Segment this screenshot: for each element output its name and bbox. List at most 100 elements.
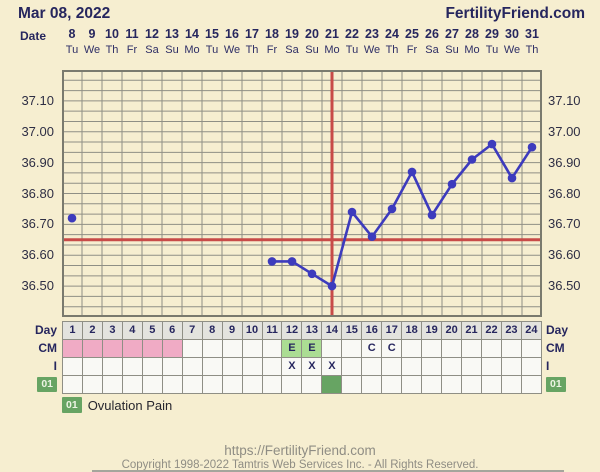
- symptom-cell-day-21[interactable]: [462, 376, 483, 393]
- day-cell-8[interactable]: 8: [202, 322, 223, 339]
- cm-cell-day-13[interactable]: E: [302, 340, 323, 357]
- temp-point-day-18[interactable]: [407, 167, 417, 177]
- intercourse-cell-day-2[interactable]: [82, 358, 103, 375]
- day-cell-4[interactable]: 4: [122, 322, 143, 339]
- cm-cell-day-22[interactable]: [482, 340, 502, 357]
- symptom-cell-day-18[interactable]: [402, 376, 423, 393]
- day-cell-23[interactable]: 23: [501, 322, 522, 339]
- day-cell-15[interactable]: 15: [342, 322, 363, 339]
- day-cell-18[interactable]: 18: [402, 322, 423, 339]
- intercourse-cell-day-16[interactable]: [362, 358, 383, 375]
- day-cell-14[interactable]: 14: [322, 322, 343, 339]
- symptom-cell-day-4[interactable]: [122, 376, 143, 393]
- intercourse-cell-day-4[interactable]: [122, 358, 143, 375]
- symptom-cell-day-6[interactable]: [162, 376, 183, 393]
- intercourse-cell-day-1[interactable]: [63, 358, 83, 375]
- day-cell-17[interactable]: 17: [382, 322, 403, 339]
- temp-point-day-14[interactable]: [327, 281, 337, 291]
- symptom-cell-day-1[interactable]: [63, 376, 83, 393]
- intercourse-cell-day-9[interactable]: [222, 358, 243, 375]
- symptom-cell-day-9[interactable]: [222, 376, 243, 393]
- cm-cell-day-24[interactable]: [521, 340, 542, 357]
- symptom-cell-day-12[interactable]: [282, 376, 303, 393]
- cm-cell-day-16[interactable]: C: [362, 340, 383, 357]
- temp-point-day-21[interactable]: [467, 155, 477, 164]
- symptom-cell-day-10[interactable]: [242, 376, 263, 393]
- symptom-cell-day-5[interactable]: [142, 376, 163, 393]
- cm-cell-day-20[interactable]: [442, 340, 463, 357]
- day-cell-1[interactable]: 1: [63, 322, 83, 339]
- symptom-cell-day-2[interactable]: [82, 376, 103, 393]
- intercourse-cell-day-20[interactable]: [442, 358, 463, 375]
- symptom-cell-day-15[interactable]: [342, 376, 363, 393]
- cm-cell-day-23[interactable]: [501, 340, 522, 357]
- day-cell-3[interactable]: 3: [102, 322, 123, 339]
- intercourse-cell-day-3[interactable]: [102, 358, 123, 375]
- day-cell-5[interactable]: 5: [142, 322, 163, 339]
- intercourse-cell-day-7[interactable]: [182, 358, 203, 375]
- day-cell-7[interactable]: 7: [182, 322, 203, 339]
- footer-url[interactable]: https://FertilityFriend.com: [224, 443, 376, 458]
- cm-cell-day-9[interactable]: [222, 340, 243, 357]
- symptom-cell-day-22[interactable]: [482, 376, 502, 393]
- cm-cell-day-6[interactable]: [162, 340, 183, 357]
- brand-link[interactable]: FertilityFriend.com: [445, 5, 585, 22]
- temp-point-day-17[interactable]: [387, 204, 397, 214]
- cm-cell-day-7[interactable]: [182, 340, 203, 357]
- temp-point-day-24[interactable]: [527, 142, 537, 152]
- cm-cell-day-10[interactable]: [242, 340, 263, 357]
- symptom-cell-day-14[interactable]: [322, 376, 343, 393]
- cm-cell-day-17[interactable]: C: [382, 340, 403, 357]
- temp-point-day-12[interactable]: [287, 257, 297, 266]
- day-cell-21[interactable]: 21: [462, 322, 483, 339]
- intercourse-cell-day-6[interactable]: [162, 358, 183, 375]
- cm-cell-day-11[interactable]: [262, 340, 283, 357]
- temp-point-day-23[interactable]: [507, 173, 517, 183]
- day-cell-13[interactable]: 13: [302, 322, 323, 339]
- temp-point-day-1[interactable]: [67, 213, 77, 223]
- symptom-cell-day-16[interactable]: [362, 376, 383, 393]
- intercourse-cell-day-22[interactable]: [482, 358, 502, 375]
- cm-cell-day-2[interactable]: [82, 340, 103, 357]
- intercourse-cell-day-14[interactable]: X: [322, 358, 343, 375]
- intercourse-cell-day-23[interactable]: [501, 358, 522, 375]
- cm-cell-day-15[interactable]: [342, 340, 363, 357]
- temp-point-day-16[interactable]: [367, 232, 377, 241]
- cm-cell-day-3[interactable]: [102, 340, 123, 357]
- symptom-cell-day-23[interactable]: [501, 376, 522, 393]
- day-cell-19[interactable]: 19: [422, 322, 443, 339]
- cm-cell-day-1[interactable]: [63, 340, 83, 357]
- day-cell-12[interactable]: 12: [282, 322, 303, 339]
- cm-cell-day-21[interactable]: [462, 340, 483, 357]
- symptom-cell-day-13[interactable]: [302, 376, 323, 393]
- intercourse-cell-day-13[interactable]: X: [302, 358, 323, 375]
- cm-cell-day-14[interactable]: [322, 340, 343, 357]
- day-cell-24[interactable]: 24: [521, 322, 542, 339]
- temp-point-day-19[interactable]: [427, 210, 437, 220]
- cm-cell-day-18[interactable]: [402, 340, 423, 357]
- intercourse-cell-day-10[interactable]: [242, 358, 263, 375]
- temp-point-day-15[interactable]: [347, 207, 357, 217]
- intercourse-cell-day-19[interactable]: [422, 358, 443, 375]
- symptom-cell-day-19[interactable]: [422, 376, 443, 393]
- intercourse-cell-day-8[interactable]: [202, 358, 223, 375]
- cm-cell-day-8[interactable]: [202, 340, 223, 357]
- symptom-cell-day-7[interactable]: [182, 376, 203, 393]
- intercourse-cell-day-15[interactable]: [342, 358, 363, 375]
- day-cell-6[interactable]: 6: [162, 322, 183, 339]
- temp-point-day-20[interactable]: [447, 179, 457, 189]
- cm-cell-day-5[interactable]: [142, 340, 163, 357]
- symptom-cell-day-17[interactable]: [382, 376, 403, 393]
- symptom-cell-day-3[interactable]: [102, 376, 123, 393]
- intercourse-cell-day-18[interactable]: [402, 358, 423, 375]
- day-cell-22[interactable]: 22: [482, 322, 502, 339]
- cm-cell-day-19[interactable]: [422, 340, 443, 357]
- day-cell-9[interactable]: 9: [222, 322, 243, 339]
- intercourse-cell-day-24[interactable]: [521, 358, 542, 375]
- cm-cell-day-12[interactable]: E: [282, 340, 303, 357]
- day-cell-20[interactable]: 20: [442, 322, 463, 339]
- day-cell-2[interactable]: 2: [82, 322, 103, 339]
- intercourse-cell-day-5[interactable]: [142, 358, 163, 375]
- intercourse-cell-day-21[interactable]: [462, 358, 483, 375]
- temp-point-day-13[interactable]: [307, 269, 317, 279]
